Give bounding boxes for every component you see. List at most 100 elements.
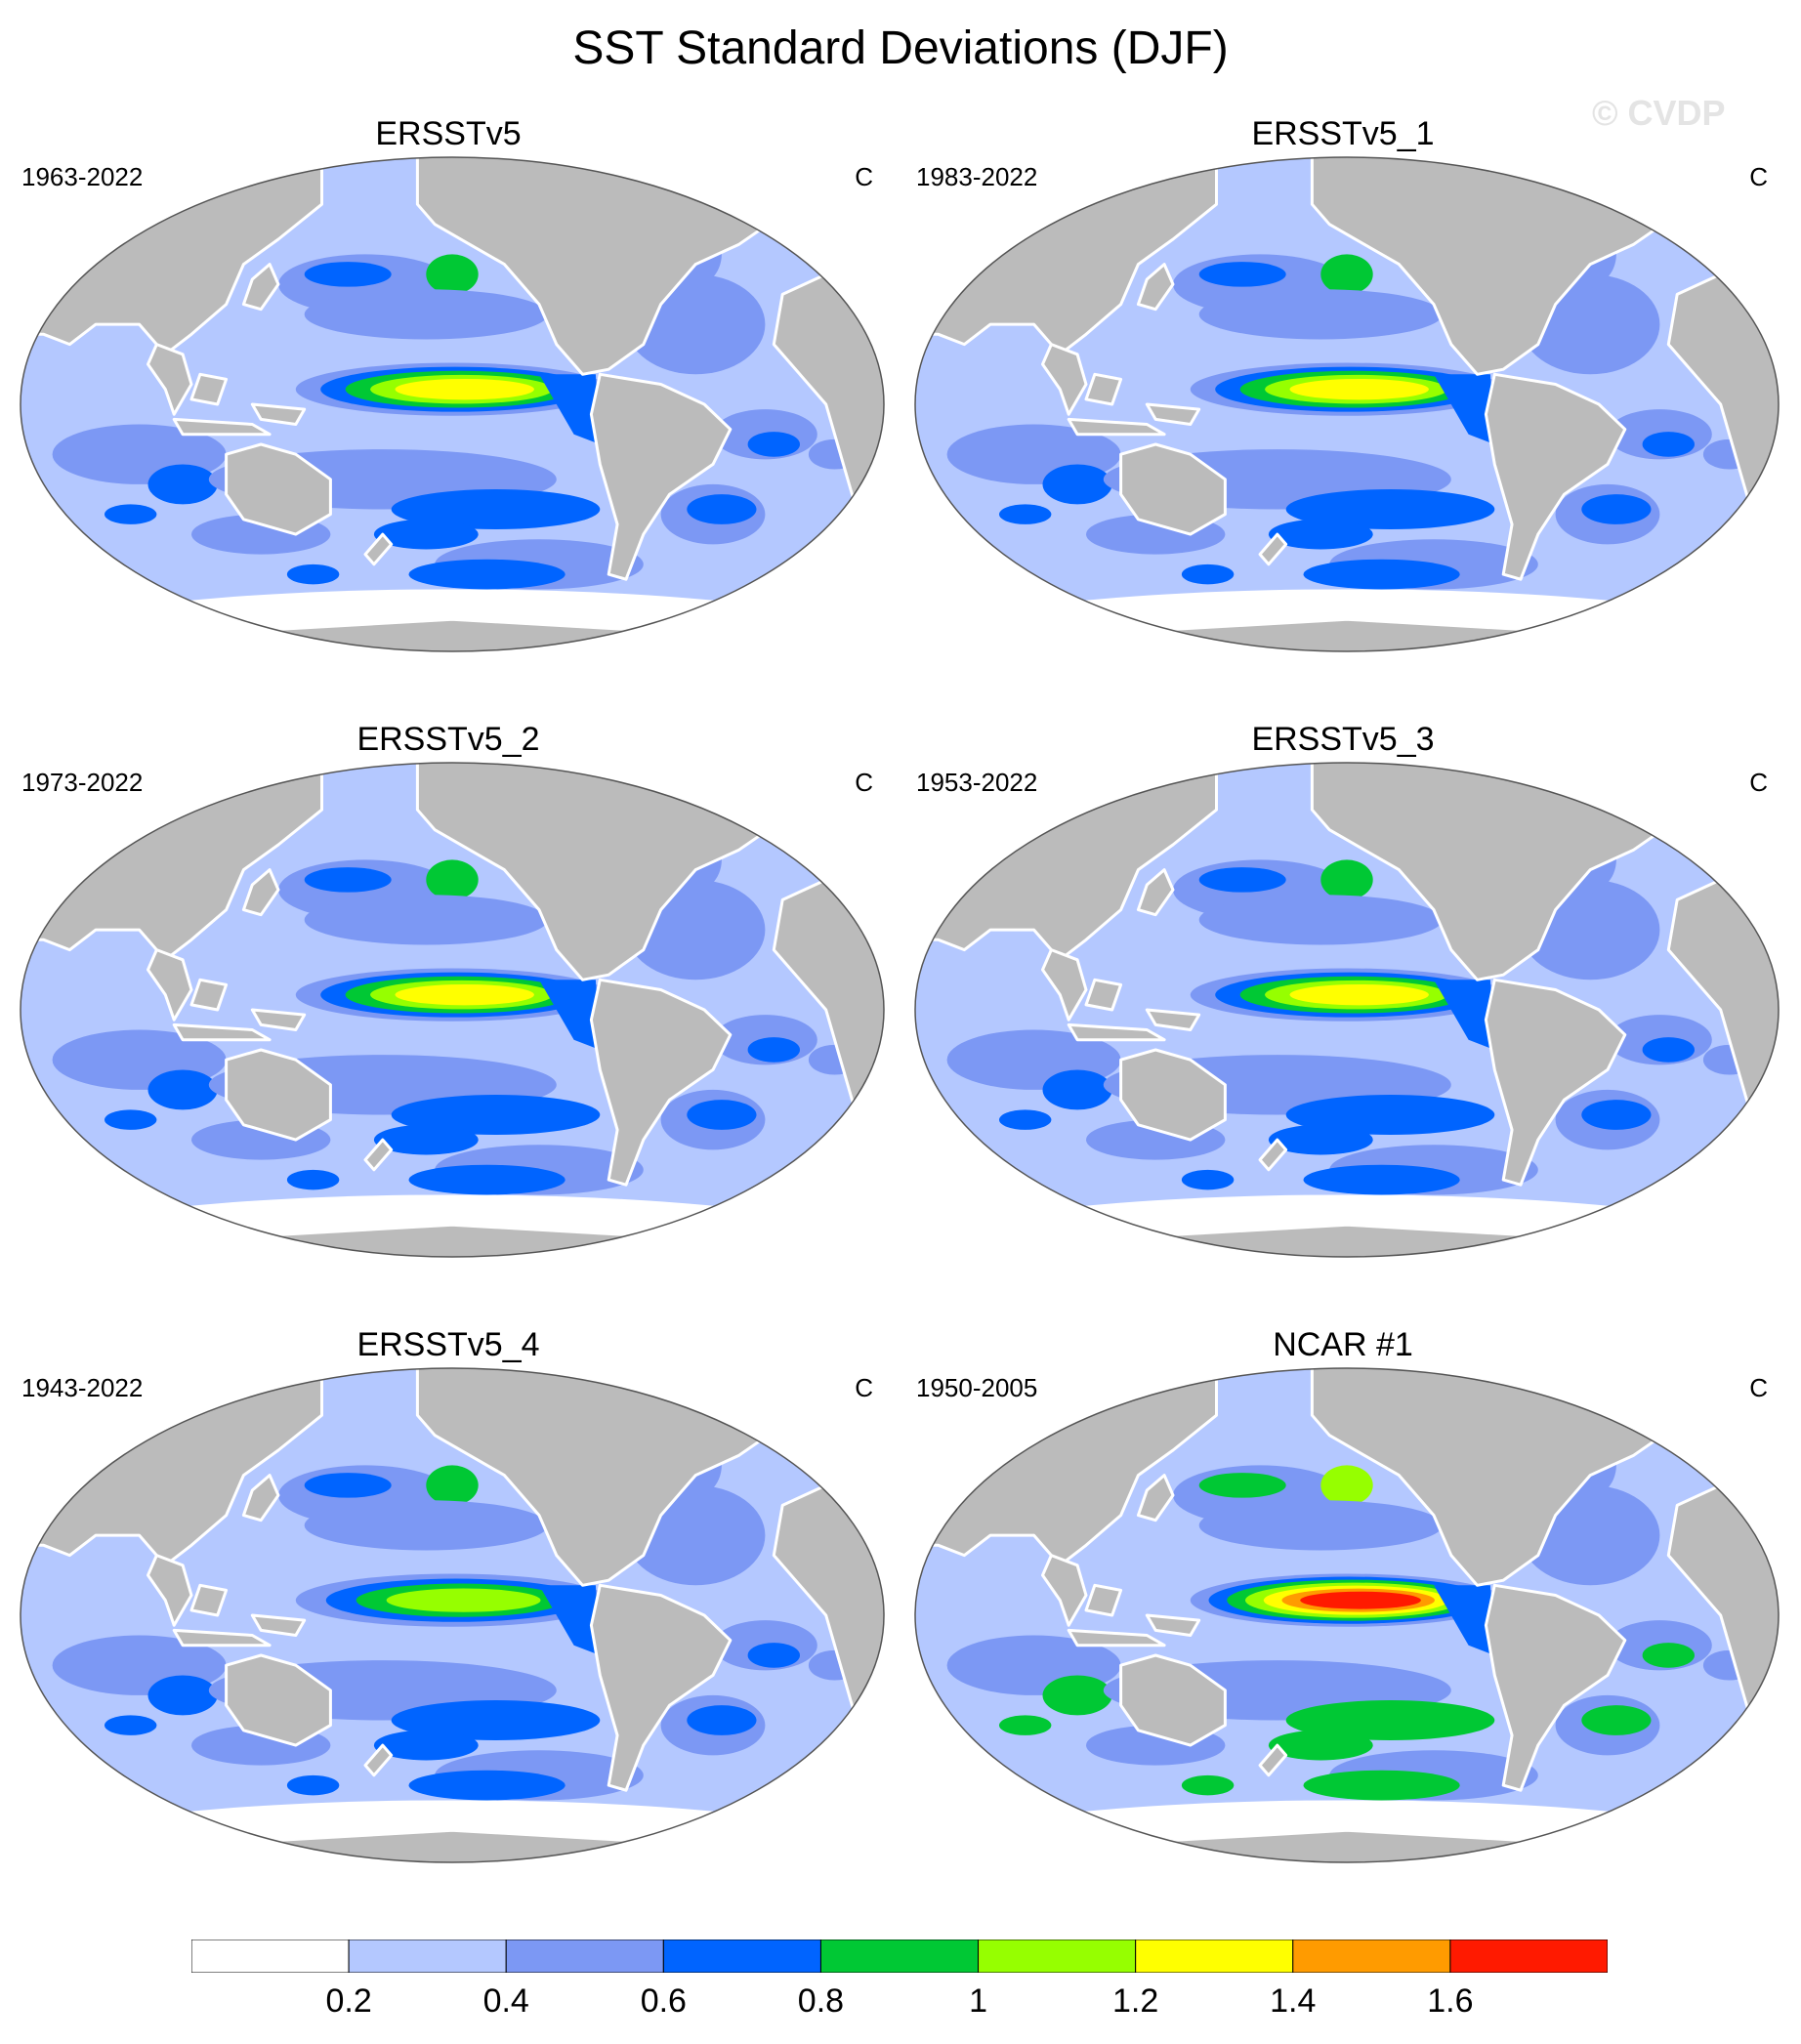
variability-contour	[391, 1700, 601, 1740]
colorbar-swatch	[191, 1940, 350, 1973]
land-mass	[1119, 1653, 1227, 1747]
panel-years: 1983-2022	[916, 162, 1038, 191]
panel-title: ERSSTv5_4	[356, 1326, 540, 1363]
land-mass	[1145, 402, 1201, 426]
variability-contour	[1642, 1037, 1695, 1063]
land-mass	[1041, 948, 1088, 1022]
variability-contour	[105, 1109, 157, 1130]
variability-contour	[999, 1109, 1052, 1130]
world-map	[20, 156, 885, 652]
colorbar-tick-label: 1.2	[1112, 1982, 1159, 2020]
land-mass	[1136, 1474, 1175, 1523]
map-border	[914, 762, 1780, 1258]
land-mass	[363, 1138, 394, 1172]
panel-years: 1943-2022	[21, 1373, 144, 1402]
panel-title: ERSSTv5	[375, 115, 522, 152]
land-mass	[1258, 1743, 1288, 1777]
variability-contour	[1181, 1774, 1235, 1796]
land-mass	[189, 978, 229, 1012]
colorbar-tick-label: 0.4	[482, 1982, 529, 2020]
enso-contour	[1289, 378, 1429, 400]
enso-east-extension	[1434, 374, 1495, 444]
panel-years: 1953-2022	[916, 768, 1038, 797]
land-mass	[1693, 768, 1779, 861]
colorbar-tick-label: 0.8	[797, 1982, 845, 2020]
panel-title: ERSSTv5_1	[1251, 115, 1435, 152]
land-mass	[225, 1048, 332, 1142]
land-mass	[1136, 868, 1175, 917]
land-mass	[147, 343, 193, 416]
variability-contour	[1268, 1730, 1373, 1761]
variability-contour	[999, 504, 1052, 524]
variability-contour	[1268, 1124, 1373, 1155]
variability-contour	[391, 1095, 601, 1135]
land-mass	[147, 948, 193, 1022]
variability-contour	[408, 1770, 565, 1801]
variability-contour	[1198, 895, 1443, 945]
variability-contour	[286, 1774, 340, 1796]
land-mass	[737, 157, 819, 216]
land-mass	[1041, 343, 1088, 416]
variability-contour	[747, 1037, 800, 1063]
variability-contour	[1303, 1164, 1460, 1195]
variability-contour	[747, 432, 800, 457]
variability-contour	[391, 489, 601, 529]
variability-contour	[147, 1069, 218, 1110]
colorbar-swatch	[505, 1940, 664, 1973]
land-mass	[250, 1613, 307, 1637]
variability-contour	[1285, 489, 1495, 529]
variability-contour	[426, 1465, 479, 1506]
land-mass	[1632, 1368, 1714, 1427]
map-panel: ERSSTv5_3 1953-2022 C	[899, 721, 1787, 1268]
variability-contour	[1303, 1770, 1460, 1801]
land-mass	[1067, 1628, 1166, 1648]
land-mass	[147, 1554, 193, 1627]
land-mass	[241, 263, 280, 312]
variability-contour	[147, 464, 218, 505]
land-mass	[1084, 978, 1123, 1012]
land-mass	[1084, 1583, 1123, 1617]
colorbar-tick-label: 0.2	[325, 1982, 372, 2020]
world-map	[20, 762, 885, 1258]
land-mass	[589, 372, 733, 581]
variability-contour	[147, 1675, 218, 1716]
map-panel: ERSSTv5_4 1943-2022 C	[4, 1326, 893, 1873]
variability-contour	[426, 254, 479, 295]
map-border	[914, 1367, 1780, 1863]
land-mass	[1145, 1613, 1201, 1637]
variability-contour	[1198, 289, 1443, 340]
enso-east-extension	[1434, 980, 1495, 1050]
enso-east-extension	[539, 374, 601, 444]
variability-contour	[1285, 1095, 1495, 1135]
map-panel: ERSSTv5 1963-2022 C	[4, 115, 893, 662]
enso-contour	[386, 1588, 541, 1612]
colorbar	[191, 1940, 1608, 1973]
variability-contour	[1581, 1100, 1652, 1130]
variability-contour	[1285, 1700, 1495, 1740]
land-mass	[363, 532, 394, 566]
panel-years: 1950-2005	[916, 1373, 1038, 1402]
enso-east-extension	[539, 1585, 601, 1655]
map-border	[20, 156, 885, 652]
land-mass	[1041, 1554, 1088, 1627]
variability-contour	[1042, 1069, 1112, 1110]
variability-contour	[426, 859, 479, 900]
panel-unit: C	[855, 768, 873, 797]
variability-contour	[1198, 262, 1286, 287]
variability-contour	[999, 1715, 1052, 1735]
land-mass	[1484, 1583, 1627, 1792]
variability-contour	[1581, 494, 1652, 524]
land-mass	[172, 1022, 272, 1042]
colorbar-swatch	[819, 1940, 980, 1973]
variability-contour	[304, 1500, 548, 1551]
land-mass	[1258, 1138, 1288, 1172]
land-mass	[798, 1373, 884, 1467]
variability-contour	[687, 494, 757, 524]
land-mass	[798, 768, 884, 861]
enso-contour	[1300, 1591, 1421, 1609]
variability-contour	[1642, 432, 1695, 457]
land-mass	[225, 442, 332, 536]
colorbar-tick-label: 0.6	[640, 1982, 687, 2020]
variability-contour	[304, 289, 548, 340]
land-mass	[1484, 372, 1627, 581]
